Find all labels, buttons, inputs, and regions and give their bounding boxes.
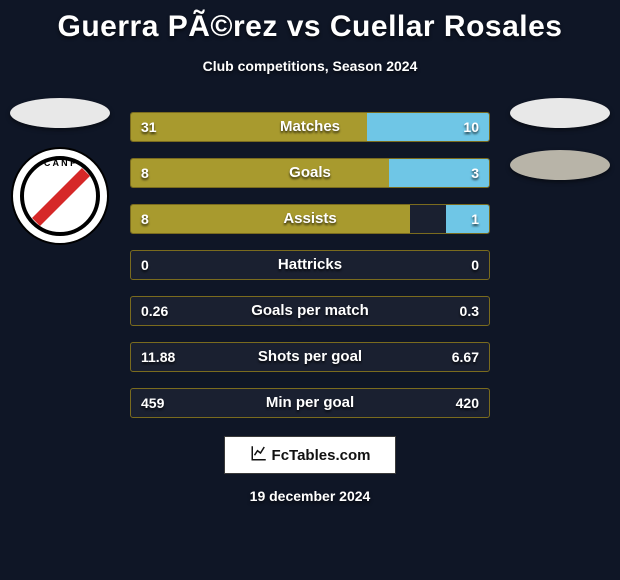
stat-value-left: 8	[141, 205, 149, 233]
comparison-chart: C A N P 3110Matches83Goals81Assists00Hat…	[0, 112, 620, 418]
footer-brand-text: FcTables.com	[272, 447, 371, 464]
stat-value-left: 0.26	[141, 297, 168, 325]
stat-row: 3110Matches	[130, 112, 490, 142]
stat-value-right: 6.67	[452, 343, 479, 371]
stat-value-left: 8	[141, 159, 149, 187]
stat-value-right: 1	[471, 205, 479, 233]
bar-fill-right	[446, 205, 489, 233]
footer-date: 19 december 2024	[0, 488, 620, 504]
stat-value-left: 11.88	[141, 343, 175, 371]
stat-row: 459 420Min per goal	[130, 388, 490, 418]
stat-value-right: 3	[471, 159, 479, 187]
bar-fill-left	[131, 205, 410, 233]
bar-fill-left	[131, 113, 367, 141]
stat-bars: 3110Matches83Goals81Assists00Hattricks0.…	[130, 112, 490, 418]
chart-icon	[250, 444, 268, 466]
stat-value-right: 0.3	[460, 297, 479, 325]
club-crest-icon: C A N P	[10, 146, 110, 246]
stat-row: 0 0Hattricks	[130, 250, 490, 280]
badge-ellipse-icon	[10, 98, 110, 128]
stat-label: Shots per goal	[131, 343, 489, 371]
badge-ellipse-icon	[510, 98, 610, 128]
stat-label: Goals per match	[131, 297, 489, 325]
stat-label: Min per goal	[131, 389, 489, 417]
footer-brand: FcTables.com	[224, 436, 396, 474]
stat-value-left: 459	[141, 389, 164, 417]
page-title: Guerra PÃ©rez vs Cuellar Rosales	[0, 0, 620, 44]
stat-label: Hattricks	[131, 251, 489, 279]
svg-text:C A N P: C A N P	[44, 158, 76, 168]
stat-row: 81Assists	[130, 204, 490, 234]
stat-value-left: 0	[141, 251, 149, 279]
bar-fill-left	[131, 159, 389, 187]
left-player-badges: C A N P	[10, 98, 110, 246]
right-player-badges	[510, 98, 610, 180]
stat-row: 11.88 6.67Shots per goal	[130, 342, 490, 372]
stat-value-left: 31	[141, 113, 157, 141]
badge-ellipse-icon	[510, 150, 610, 180]
stat-row: 0.26 0.3Goals per match	[130, 296, 490, 326]
stat-row: 83Goals	[130, 158, 490, 188]
stat-value-right: 10	[463, 113, 479, 141]
stat-value-right: 420	[456, 389, 479, 417]
page-subtitle: Club competitions, Season 2024	[0, 58, 620, 74]
stat-value-right: 0	[471, 251, 479, 279]
